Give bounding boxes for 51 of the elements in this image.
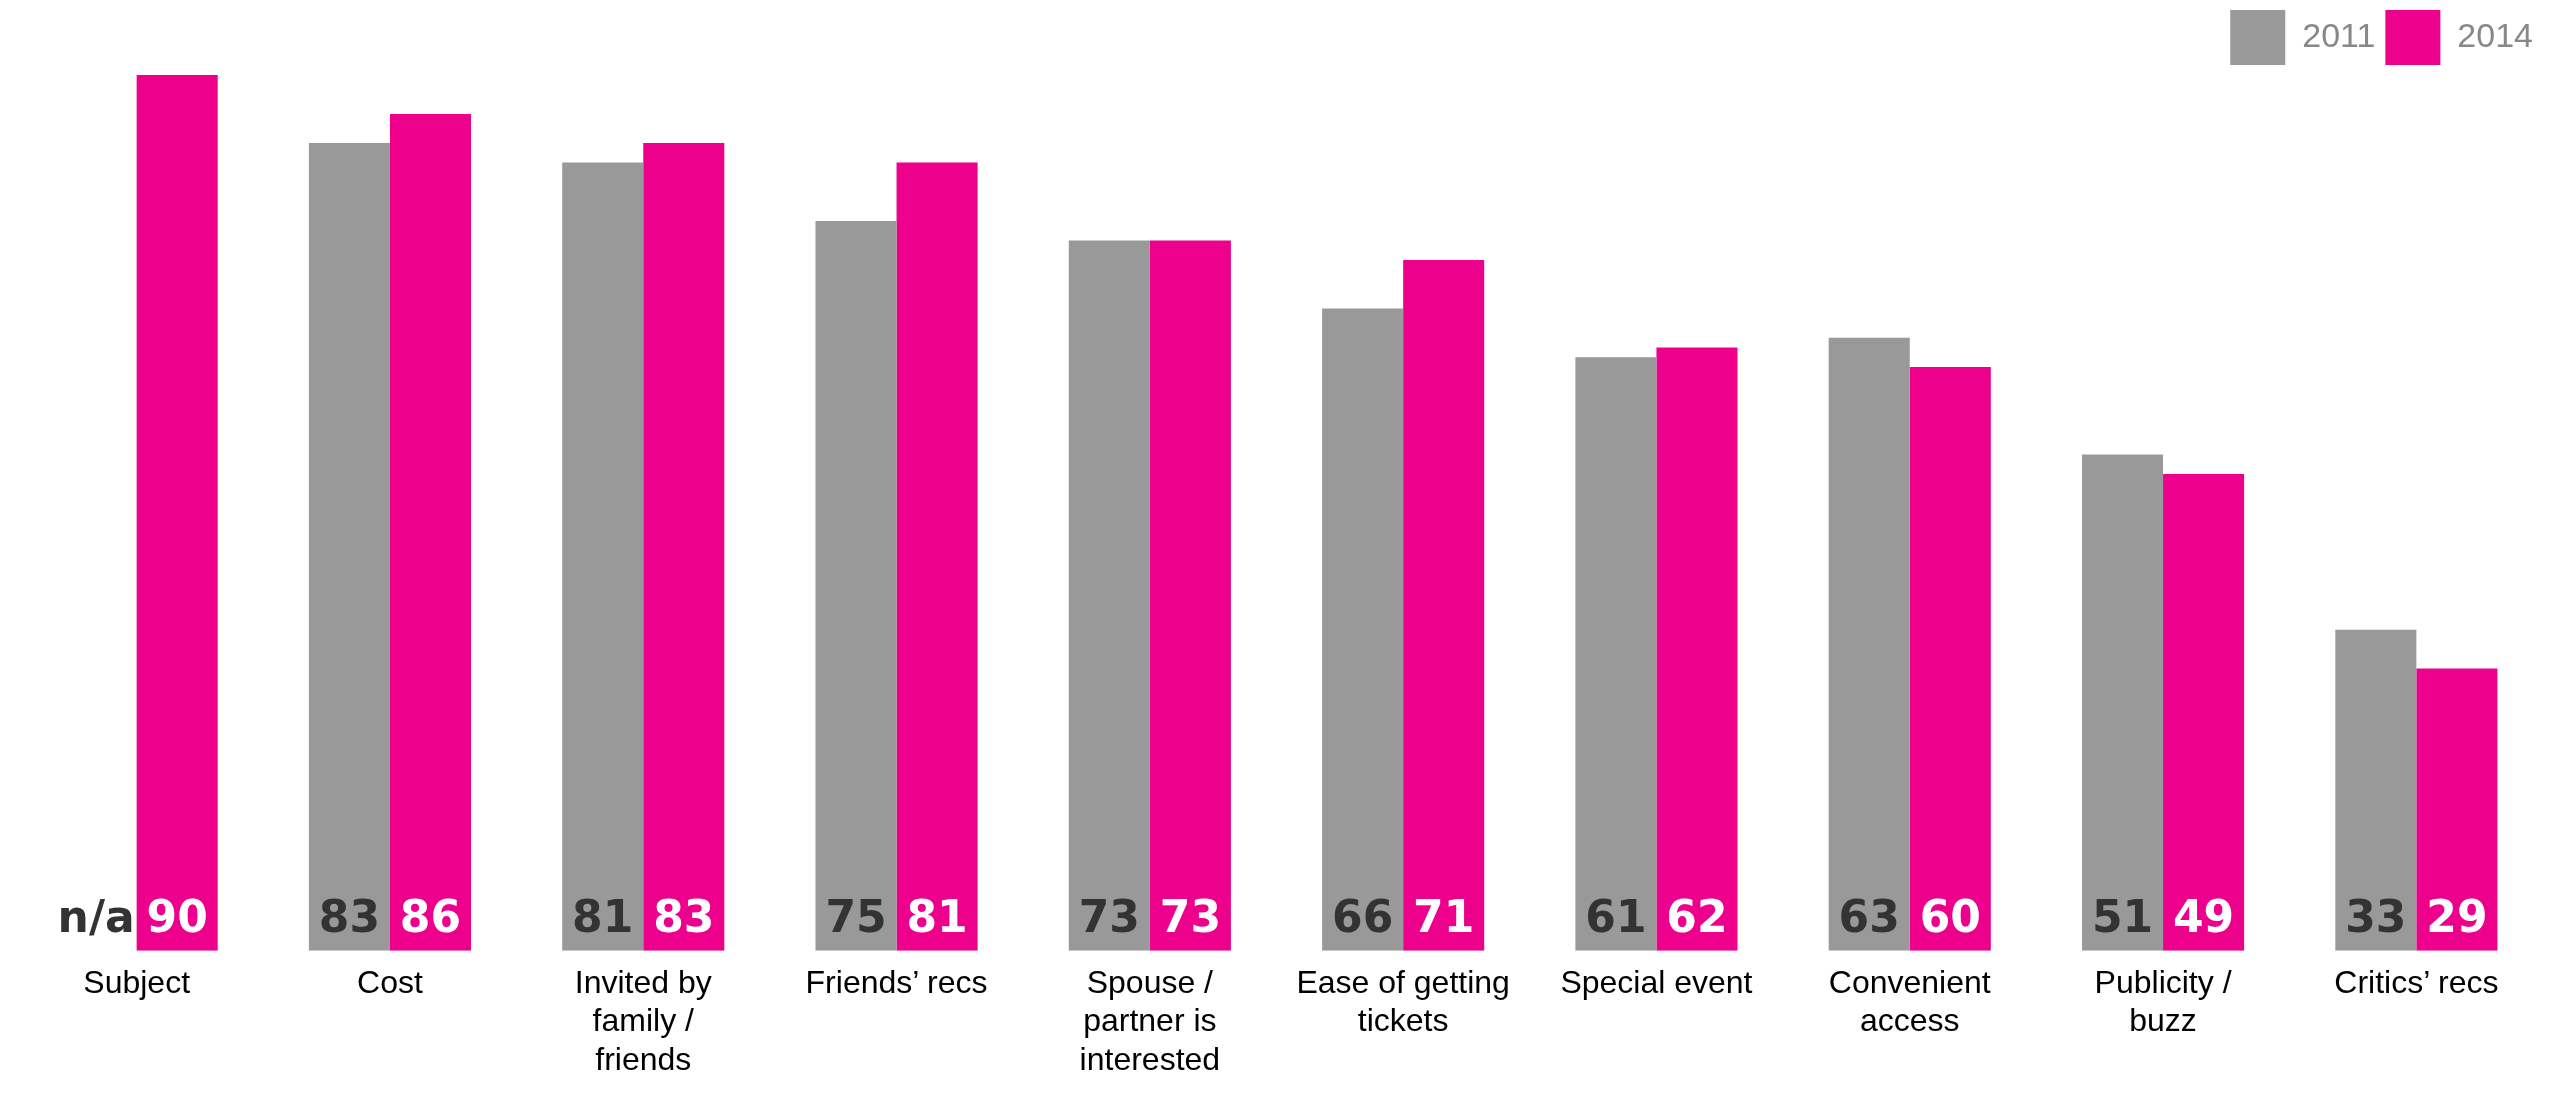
bar xyxy=(815,220,897,951)
bar xyxy=(896,162,978,951)
bar xyxy=(2163,473,2245,951)
data-label: 90 xyxy=(146,891,208,943)
bar xyxy=(136,75,218,951)
x-tick-label: Spouse / partner is interested xyxy=(1079,963,1221,1077)
x-tick-label: Publicity / buzz xyxy=(2094,963,2232,1039)
x-tick-label: Cost xyxy=(357,963,423,1000)
bar xyxy=(308,143,390,951)
x-tick-label: Subject xyxy=(83,963,191,1000)
data-label: 63 xyxy=(1838,891,1900,943)
data-label: 49 xyxy=(2172,891,2235,943)
bar xyxy=(1403,259,1485,951)
x-tick-label: Special event xyxy=(1560,963,1753,1000)
data-label: 75 xyxy=(825,891,887,943)
bar xyxy=(2335,629,2417,951)
data-label: 51 xyxy=(2091,891,2154,943)
data-label: 29 xyxy=(2426,891,2488,943)
legend-label: 2011 xyxy=(2302,15,2376,54)
bar xyxy=(2081,454,2164,951)
data-label: 61 xyxy=(1585,891,1647,943)
data-label: 73 xyxy=(1078,891,1140,943)
data-label: 73 xyxy=(1159,891,1221,943)
x-tick-label: Convenient access xyxy=(1828,963,1991,1039)
bar xyxy=(1909,366,1991,951)
bar xyxy=(1149,240,1231,951)
legend-label: 2014 xyxy=(2457,15,2533,54)
bar xyxy=(1656,347,1738,951)
data-label: 71 xyxy=(1413,891,1475,943)
data-label: 83 xyxy=(318,891,381,943)
data-label: 81 xyxy=(906,891,968,943)
x-tick-label: Critics’ recs xyxy=(2334,963,2499,1000)
bar xyxy=(562,162,644,951)
bar xyxy=(2416,668,2498,951)
bar xyxy=(1068,240,1150,951)
bar xyxy=(1828,337,1910,951)
data-label: 60 xyxy=(1919,891,1981,943)
x-tick-label: Invited by family / friends xyxy=(574,963,712,1077)
data-label: 83 xyxy=(653,891,715,943)
bar xyxy=(643,143,725,951)
data-label: 62 xyxy=(1666,891,1728,943)
data-label: 86 xyxy=(399,891,462,943)
bar xyxy=(1575,357,1657,951)
x-tick-label: Ease of getting tickets xyxy=(1296,963,1510,1039)
bar xyxy=(389,113,472,951)
text: n/a xyxy=(57,891,135,943)
data-label: 33 xyxy=(2345,891,2407,943)
data-label: 66 xyxy=(1332,891,1394,943)
bar xyxy=(1322,308,1404,951)
data-label: 81 xyxy=(572,891,634,943)
x-tick-label: Friends’ recs xyxy=(805,963,988,1000)
